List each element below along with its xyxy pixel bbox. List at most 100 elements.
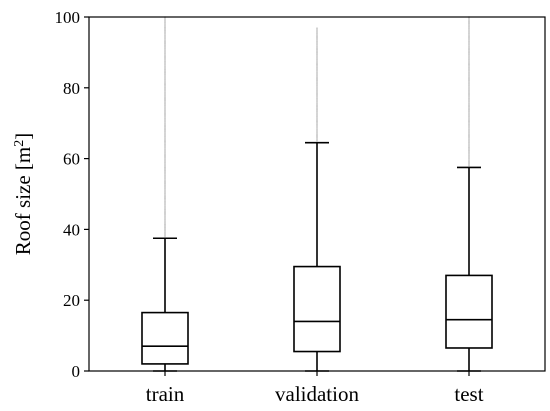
outlier-point	[468, 116, 470, 119]
outlier-point	[164, 49, 166, 52]
outlier-point	[164, 76, 166, 79]
outlier-point	[316, 109, 318, 111]
outlier-point	[316, 68, 318, 70]
y-axis-label-text: Roof size [m	[11, 147, 35, 255]
outlier-point	[316, 111, 318, 114]
outlier-point	[316, 89, 318, 91]
outlier-point	[468, 127, 470, 130]
outlier-point	[164, 122, 166, 125]
outliers-validation	[316, 27, 318, 142]
outlier-point	[164, 136, 166, 139]
outlier-point	[316, 33, 318, 36]
outlier-point	[164, 143, 166, 146]
outlier-point	[468, 54, 470, 57]
outlier-point	[164, 67, 166, 69]
outlier-point	[316, 38, 318, 41]
outlier-point	[316, 83, 318, 85]
outlier-point	[316, 56, 318, 59]
outlier-point	[468, 68, 470, 70]
outlier-point	[316, 132, 318, 135]
outlier-point	[164, 190, 166, 193]
outlier-point	[468, 146, 470, 148]
outlier-point	[164, 156, 166, 159]
outlier-point	[164, 22, 166, 25]
outlier-point	[316, 105, 318, 108]
outlier-point	[468, 118, 470, 121]
outlier-point	[164, 27, 166, 30]
outlier-point	[316, 73, 318, 75]
outlier-point	[468, 32, 470, 35]
outlier-point	[468, 158, 470, 161]
outlier-point	[316, 39, 318, 42]
outlier-point	[316, 112, 318, 115]
outlier-point	[164, 125, 166, 128]
outlier-point	[316, 90, 318, 93]
outlier-point	[316, 52, 318, 54]
outlier-point	[164, 231, 166, 234]
outlier-point	[164, 151, 166, 154]
outlier-point	[164, 75, 166, 78]
outlier-point	[468, 38, 470, 41]
outlier-point	[164, 100, 166, 103]
outlier-point	[164, 19, 166, 22]
outlier-point	[468, 50, 470, 53]
outlier-point	[164, 137, 166, 140]
outlier-point	[164, 234, 166, 237]
outlier-point	[468, 45, 470, 48]
outlier-point	[316, 61, 318, 64]
outlier-point	[164, 223, 166, 225]
outlier-point	[316, 54, 318, 57]
iqr-box-validation	[293, 265, 341, 353]
x-tick-label-test: test	[454, 382, 483, 406]
outlier-point	[164, 109, 166, 111]
outlier-point	[164, 188, 166, 191]
outlier-point	[316, 121, 318, 124]
outlier-point	[316, 138, 318, 141]
outlier-point	[468, 85, 470, 88]
outlier-point	[316, 92, 318, 95]
outlier-point	[164, 34, 166, 37]
outlier-point	[468, 144, 470, 147]
outlier-point	[164, 209, 166, 212]
outlier-point	[164, 233, 166, 235]
outlier-point	[316, 59, 318, 62]
outlier-point	[468, 24, 470, 27]
outlier-point	[468, 84, 470, 87]
outlier-point	[468, 128, 470, 131]
outlier-point	[164, 205, 166, 208]
outlier-point	[316, 118, 318, 121]
outlier-point	[316, 85, 318, 88]
outlier-point	[468, 28, 470, 31]
outliers-train	[164, 16, 166, 238]
outlier-point	[468, 92, 470, 95]
outlier-point	[164, 112, 166, 115]
outlier-point	[164, 53, 166, 56]
outlier-point	[164, 133, 166, 136]
outlier-point	[164, 212, 166, 214]
plot-area	[141, 16, 493, 372]
outlier-point	[164, 168, 166, 171]
outlier-point	[164, 83, 166, 85]
outlier-point	[316, 104, 318, 106]
outlier-point	[468, 159, 470, 162]
outlier-point	[468, 61, 470, 64]
outlier-point	[164, 46, 166, 48]
outlier-point	[164, 116, 166, 119]
outlier-point	[316, 113, 318, 116]
outlier-point	[164, 114, 166, 116]
outlier-point	[164, 90, 166, 93]
outlier-point	[164, 72, 166, 74]
outlier-point	[164, 229, 166, 232]
outlier-point	[468, 133, 470, 136]
outlier-point	[468, 19, 470, 22]
outlier-point	[164, 59, 166, 62]
outlier-point	[164, 106, 166, 109]
outlier-point	[164, 162, 166, 165]
outlier-point	[468, 65, 470, 68]
outlier-point	[164, 184, 166, 187]
outlier-point	[468, 126, 470, 129]
outlier-point	[316, 78, 318, 80]
outlier-point	[468, 63, 470, 65]
